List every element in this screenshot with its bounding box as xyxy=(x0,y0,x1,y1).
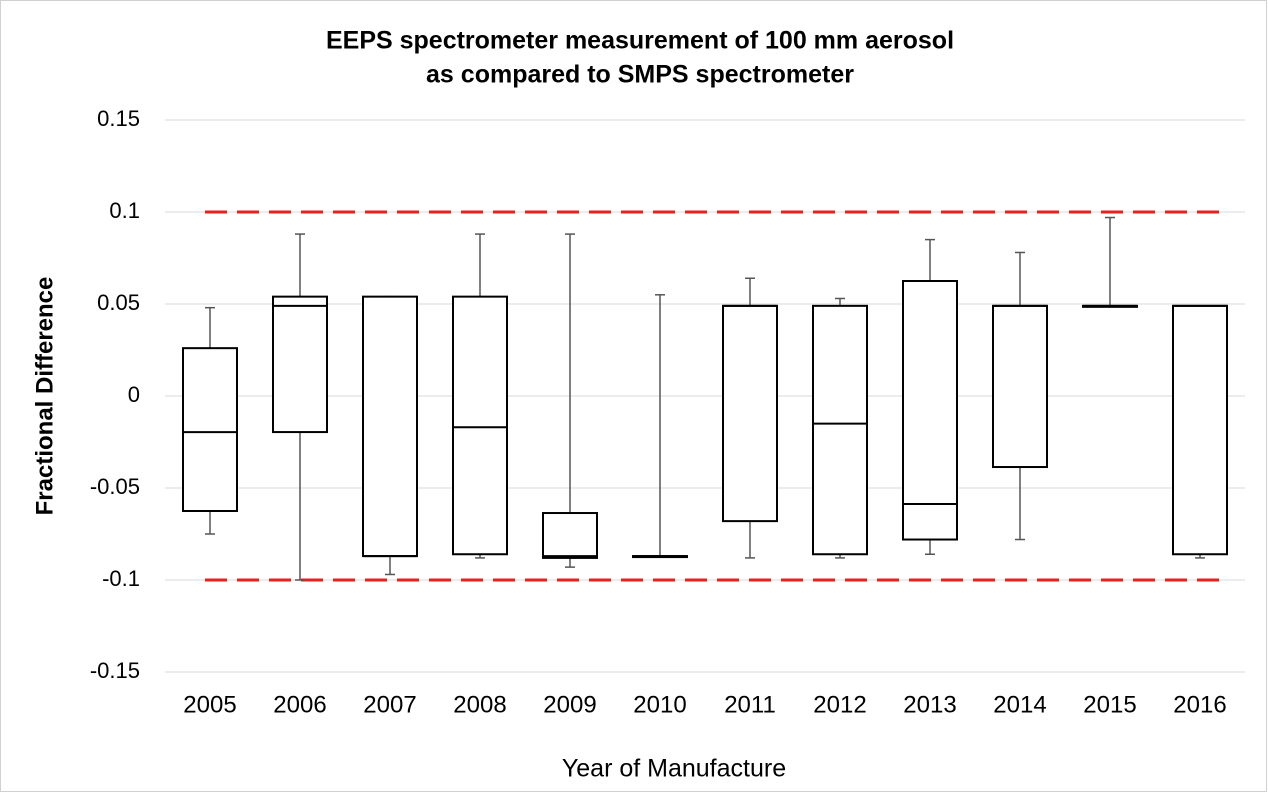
box xyxy=(272,295,328,434)
y-tick-label: -0.15 xyxy=(90,658,140,683)
y-tick-label: -0.1 xyxy=(102,566,140,591)
y-tick-label: 0.1 xyxy=(109,198,140,223)
box xyxy=(992,304,1048,469)
box xyxy=(1172,304,1228,556)
x-tick-label: 2015 xyxy=(1083,691,1136,718)
x-tick-label: 2005 xyxy=(183,691,236,718)
x-tick-label: 2007 xyxy=(363,691,416,718)
box xyxy=(182,347,238,512)
x-axis-title: Year of Manufacture xyxy=(562,755,786,783)
box xyxy=(542,512,598,559)
y-axis-title: Fractional Difference xyxy=(31,277,58,516)
x-tick-label: 2008 xyxy=(453,691,506,718)
y-tick-label: 0 xyxy=(128,382,140,407)
chart-title: as compared to SMPS spectrometer xyxy=(426,61,854,89)
y-tick-label: 0.05 xyxy=(97,290,140,315)
box xyxy=(452,295,508,556)
x-tick-label: 2013 xyxy=(903,691,956,718)
x-tick-label: 2011 xyxy=(724,691,776,718)
box xyxy=(722,304,778,523)
chart-title: EEPS spectrometer measurement of 100 mm … xyxy=(326,27,954,55)
box xyxy=(902,280,958,541)
x-tick-label: 2016 xyxy=(1173,691,1226,718)
box xyxy=(362,295,418,558)
box xyxy=(812,304,868,556)
x-tick-label: 2009 xyxy=(543,691,596,718)
x-tick-label: 2012 xyxy=(813,691,866,718)
y-tick-label: -0.05 xyxy=(90,474,140,499)
x-tick-label: 2010 xyxy=(633,691,686,718)
y-tick-label: 0.15 xyxy=(97,106,140,131)
x-tick-label: 2006 xyxy=(273,691,326,718)
x-tick-label: 2014 xyxy=(993,691,1046,718)
